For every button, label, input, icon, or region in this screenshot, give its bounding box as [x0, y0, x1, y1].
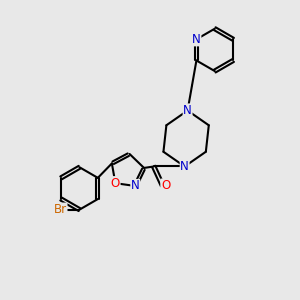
Text: N: N	[131, 179, 140, 193]
Text: N: N	[183, 104, 192, 117]
Text: O: O	[111, 177, 120, 190]
Text: O: O	[161, 179, 170, 192]
Text: Br: Br	[54, 203, 67, 216]
Text: N: N	[180, 160, 189, 173]
Text: N: N	[192, 33, 201, 46]
